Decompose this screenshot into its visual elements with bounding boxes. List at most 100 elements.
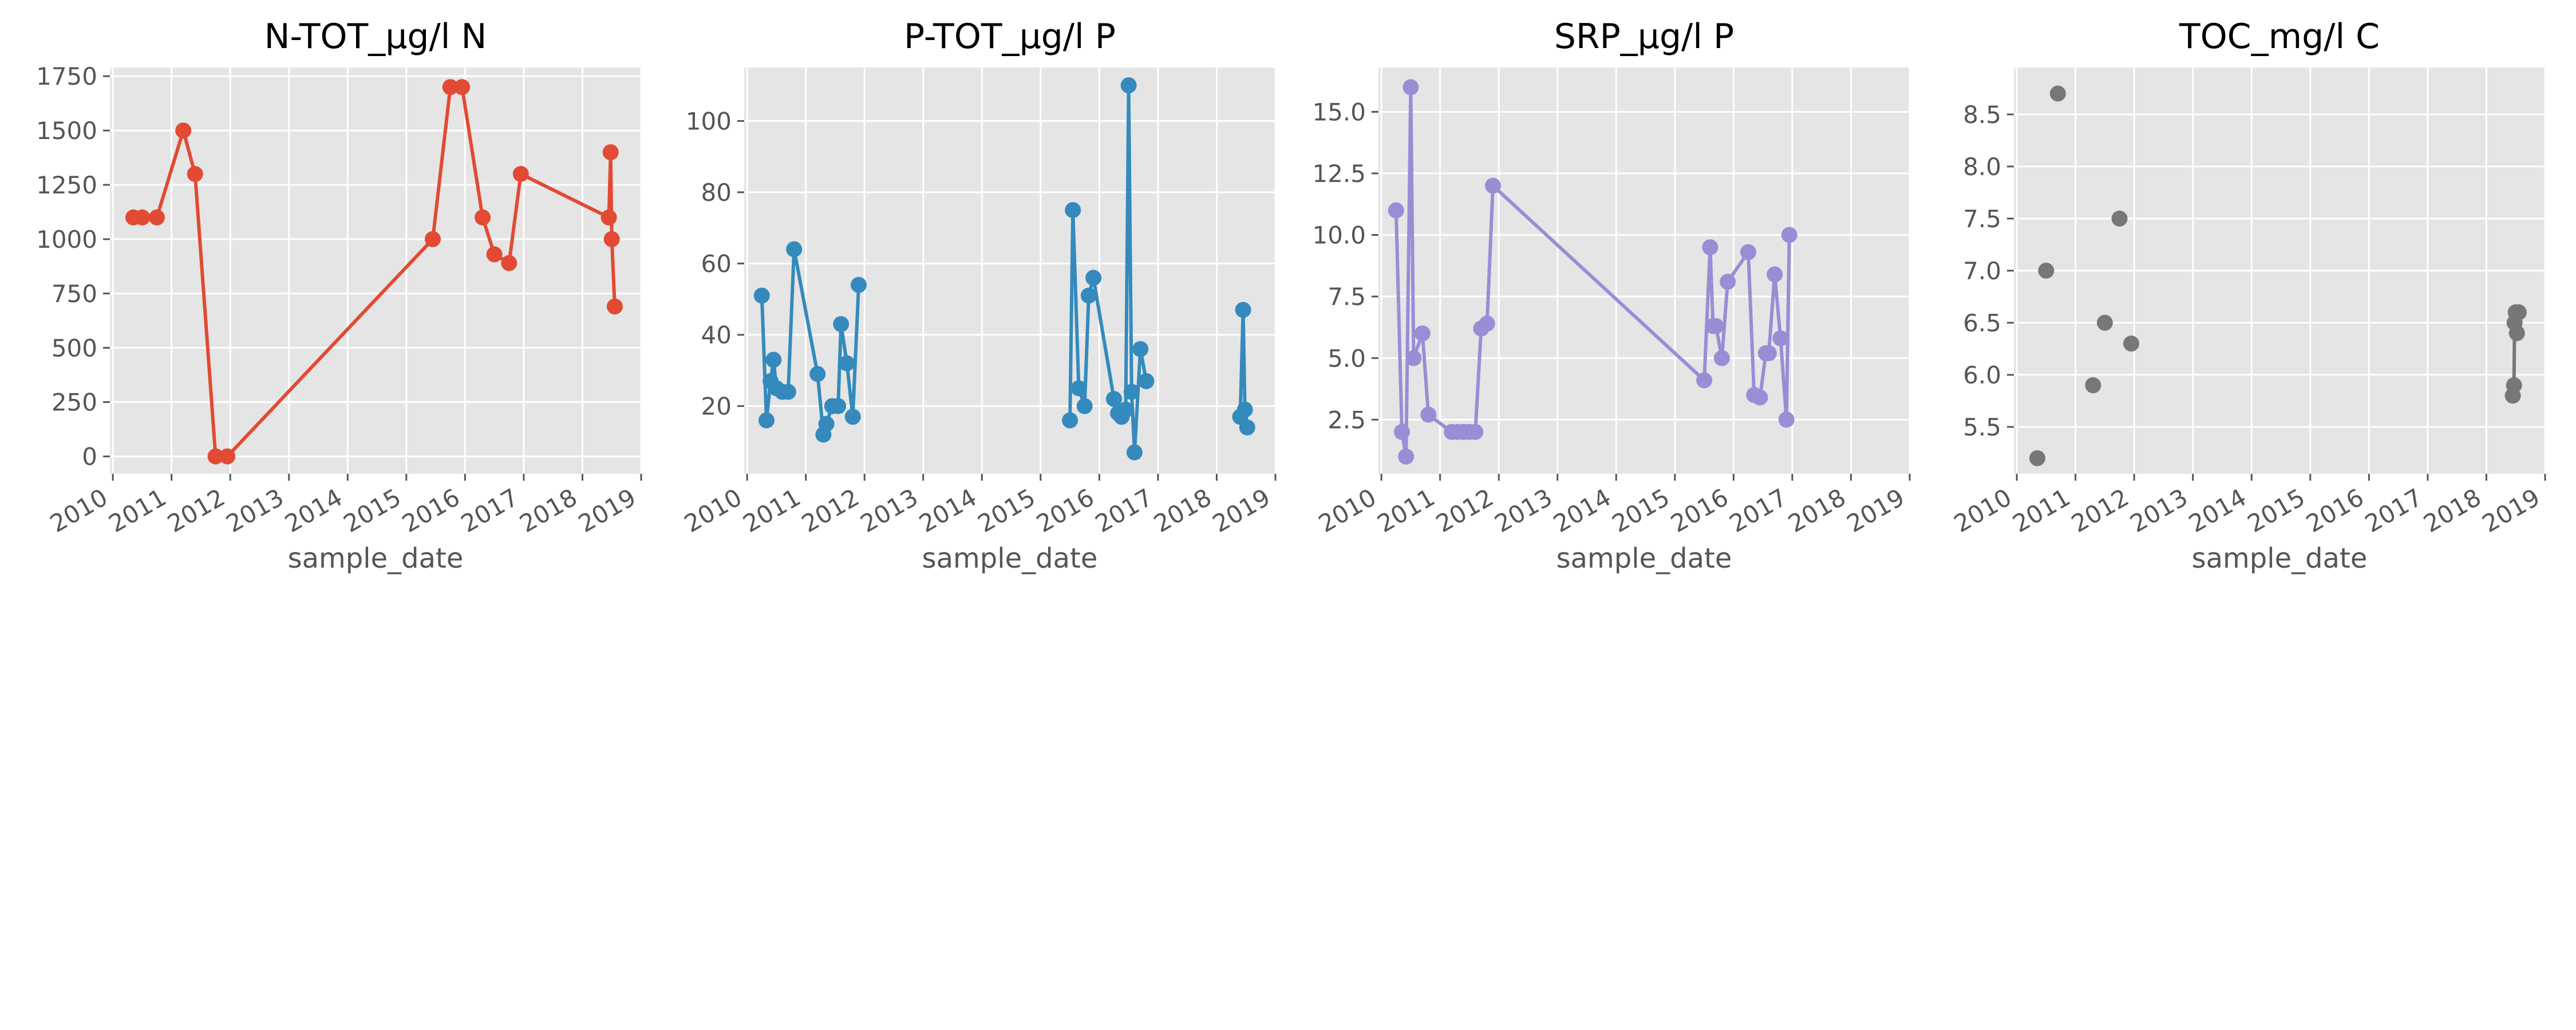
data-point <box>1239 419 1255 435</box>
data-point <box>501 255 517 271</box>
data-point <box>1132 341 1149 357</box>
data-point <box>1767 266 1783 283</box>
panel-toc: 2010201120122013201420152016201720182019… <box>1949 17 2546 575</box>
series-line <box>155 85 617 458</box>
data-point <box>2111 211 2128 227</box>
x-axis-label: sample_date <box>922 542 1098 575</box>
data-point <box>1106 391 1122 407</box>
data-point <box>2123 335 2140 352</box>
chart-title: N-TOT_µg/l N <box>264 17 487 57</box>
data-point <box>1485 177 1501 194</box>
data-point <box>2510 304 2527 320</box>
data-point <box>1120 77 1137 94</box>
data-point <box>1402 79 1419 96</box>
y-tick-label: 20 <box>701 393 732 421</box>
grid <box>2014 68 2546 474</box>
panel-p-tot: 2010201120122013201420152016201720182019… <box>679 17 1277 575</box>
data-marks <box>1388 79 1797 465</box>
y-tick-label: 6.0 <box>1963 361 2001 389</box>
data-point <box>2096 315 2113 331</box>
data-point <box>2049 85 2066 102</box>
data-point <box>1398 448 1415 465</box>
y-tick-label: 10.0 <box>1312 221 1366 249</box>
chart-title: SRP_µg/l P <box>1554 17 1734 57</box>
data-point <box>475 209 491 225</box>
y-tick-label: 750 <box>52 280 97 308</box>
data-point <box>425 231 441 247</box>
data-point <box>1138 373 1155 390</box>
y-tick-label: 1250 <box>36 171 97 199</box>
axes-face <box>110 68 641 474</box>
data-point <box>839 355 855 371</box>
data-point <box>442 79 459 96</box>
data-point <box>765 351 782 368</box>
data-point <box>2038 263 2055 279</box>
data-point <box>753 287 770 304</box>
data-point <box>1778 411 1795 428</box>
data-point <box>1070 380 1087 397</box>
y-tick-label: 15.0 <box>1312 98 1366 126</box>
data-point <box>1420 406 1437 423</box>
data-point <box>175 122 192 139</box>
data-point <box>2085 377 2101 394</box>
data-point <box>1126 444 1143 461</box>
data-point <box>1405 350 1422 366</box>
data-point <box>207 448 224 465</box>
data-point <box>219 448 236 465</box>
data-point <box>1117 401 1134 418</box>
chart-title: P-TOT_µg/l P <box>904 17 1116 57</box>
x-axis-label: sample_date <box>2192 542 2368 575</box>
x-axis-label: sample_date <box>1556 542 1732 575</box>
y-tick-label: 60 <box>701 250 732 278</box>
data-point <box>1414 325 1431 342</box>
data-point <box>1076 398 1093 414</box>
data-point <box>149 209 165 225</box>
data-marks <box>125 79 623 465</box>
data-point <box>1085 270 1102 286</box>
data-point <box>851 276 867 293</box>
data-marks <box>753 77 1255 461</box>
data-point <box>1236 401 1253 418</box>
data-point <box>600 209 617 225</box>
chart-title: TOC_mg/l C <box>2179 17 2380 57</box>
y-tick-label: 80 <box>701 179 732 207</box>
y-tick-label: 7.5 <box>1327 283 1366 311</box>
data-point <box>844 409 861 425</box>
data-point <box>1080 287 1097 304</box>
data-point <box>1713 350 1730 366</box>
grid <box>110 68 642 474</box>
data-point <box>1062 412 1078 429</box>
axes-face <box>1378 68 1910 474</box>
axes-face <box>744 68 1275 474</box>
data-point <box>1235 302 1251 318</box>
data-point <box>606 298 623 315</box>
y-tick-label: 5.0 <box>1327 344 1366 373</box>
y-tick-label: 7.5 <box>1963 205 2001 233</box>
data-point <box>2506 377 2522 394</box>
y-tick-label: 40 <box>701 321 732 349</box>
y-tick-label: 1500 <box>36 117 97 145</box>
data-point <box>454 79 471 96</box>
data-point <box>512 166 529 182</box>
data-point <box>1781 227 1797 243</box>
data-point <box>1065 202 1081 219</box>
y-tick-label: 100 <box>686 107 732 135</box>
y-tick-label: 6.5 <box>1963 309 2001 337</box>
y-tick-label: 1000 <box>36 225 97 253</box>
y-tick-label: 8.5 <box>1963 101 2001 129</box>
data-point <box>818 415 835 432</box>
data-point <box>1740 244 1756 260</box>
x-axis-label: sample_date <box>288 542 464 575</box>
y-tick-label: 12.5 <box>1312 160 1366 188</box>
data-point <box>1696 372 1713 389</box>
data-point <box>2508 325 2525 342</box>
y-tick-label: 0 <box>82 443 97 471</box>
data-point <box>1772 330 1789 347</box>
data-point <box>780 383 796 400</box>
data-point <box>1479 315 1495 332</box>
data-point <box>187 166 203 182</box>
grid <box>1378 68 1911 474</box>
data-point <box>1388 202 1404 219</box>
data-point <box>486 246 503 263</box>
y-tick-label: 8.0 <box>1963 153 2001 181</box>
